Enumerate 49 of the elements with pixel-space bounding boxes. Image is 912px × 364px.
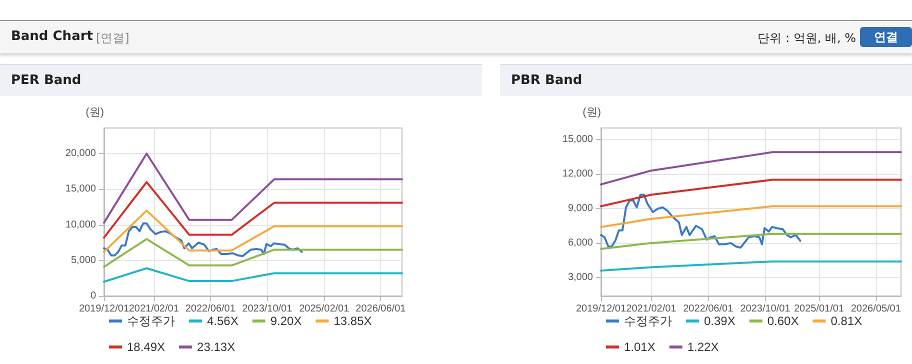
- x-tick-label: 2025/01/01: [794, 304, 844, 314]
- line-series: [103, 181, 403, 239]
- y-tick-label: 12,000: [562, 168, 594, 180]
- x-tick-label: 2019/12/01: [78, 304, 130, 314]
- y-tick-label: 3,000: [568, 272, 594, 284]
- y-tick-label: 15,000: [65, 184, 96, 195]
- y-tick-label: 6,000: [568, 238, 594, 249]
- y-tick-label: 5,000: [70, 254, 96, 266]
- legend-label: 0.39X: [704, 314, 736, 328]
- x-tick-label: 2022/06/01: [185, 304, 236, 314]
- y-tick-label: 15,000: [562, 134, 594, 146]
- text: 연결: [860, 27, 912, 47]
- chart-title: PBR Band: [511, 73, 582, 88]
- y-tick-label: 20,000: [65, 148, 96, 160]
- line-series: [103, 152, 403, 224]
- x-tick-label: 2023/10/01: [242, 304, 293, 314]
- legend-label: 1.01X: [624, 340, 656, 354]
- legend-label: 13.85X: [334, 314, 372, 328]
- y-axis-title: (원): [86, 106, 104, 118]
- line-series: [103, 222, 303, 258]
- legend-label: 23.13X: [197, 340, 236, 354]
- legend-label: 수정주가: [624, 314, 672, 328]
- legend-label: 18.49X: [127, 340, 166, 354]
- x-tick-label: 2021/02/01: [128, 304, 180, 314]
- legend-label: 0.60X: [767, 314, 799, 328]
- legend-label: 1.22X: [687, 340, 719, 354]
- legend-label: 4.56X: [207, 314, 238, 328]
- line-series: [103, 267, 403, 283]
- x-tick-label: 2022/06/01: [683, 304, 734, 314]
- text: 단위 : 억원, 배, %: [758, 30, 856, 47]
- y-tick-label: 9,000: [568, 203, 594, 214]
- x-tick-label: 2026/06/01: [356, 304, 406, 314]
- chart-title: PER Band: [11, 73, 82, 88]
- line-series: [103, 238, 403, 268]
- legend-label: 9.20X: [270, 314, 302, 328]
- line-series: [103, 210, 403, 253]
- y-axis-title: (원): [582, 106, 601, 118]
- y-tick-label: 10,000: [65, 219, 96, 230]
- y-tick-label: 0: [90, 290, 96, 302]
- legend-label: 수정주가: [127, 314, 175, 328]
- line-series: [600, 194, 802, 249]
- x-tick-label: 2019/12/01: [576, 304, 626, 314]
- x-tick-label: 2025/02/01: [299, 304, 350, 314]
- text: [연결]: [96, 30, 130, 47]
- text: Band Chart: [11, 29, 93, 44]
- x-tick-label: 2026/05/01: [850, 304, 902, 314]
- legend-label: 0.81X: [830, 314, 862, 328]
- x-tick-label: 2023/10/01: [740, 304, 791, 314]
- x-tick-label: 2021/02/01: [626, 304, 677, 314]
